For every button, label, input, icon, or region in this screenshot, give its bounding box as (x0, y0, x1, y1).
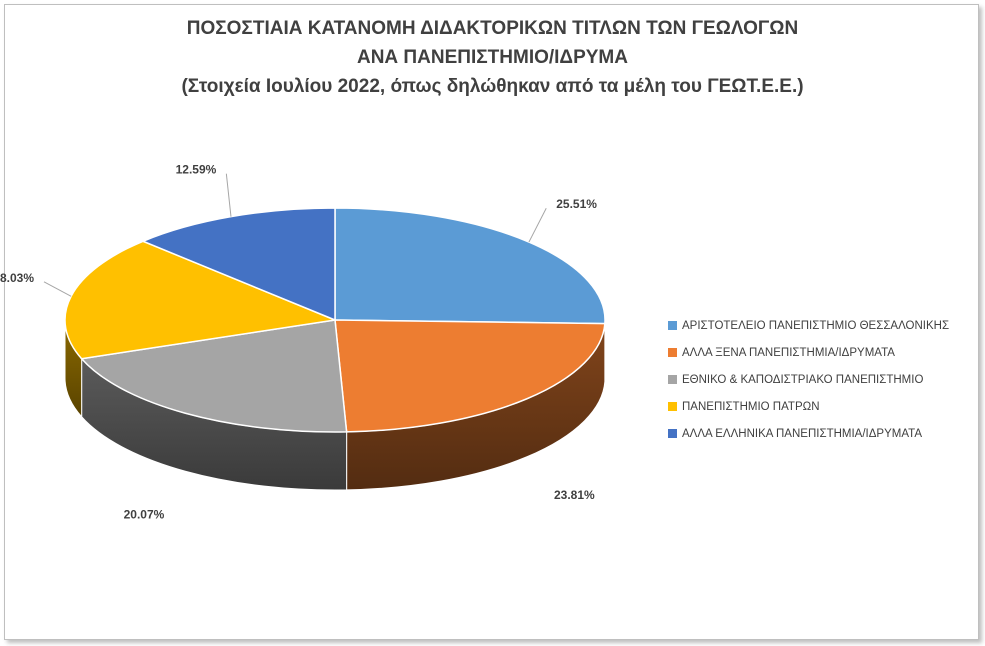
data-label-2: 20.07% (124, 508, 165, 522)
pie-slice-1 (334, 319, 606, 433)
legend-item-2: ΕΘΝΙΚΟ & ΚΑΠΟΔΙΣΤΡΙΑΚΟ ΠΑΝΕΠΙΣΤΗΜΙΟ (668, 366, 973, 393)
legend-label-2: ΕΘΝΙΚΟ & ΚΑΠΟΔΙΣΤΡΙΑΚΟ ΠΑΝΕΠΙΣΤΗΜΙΟ (682, 373, 924, 386)
legend-swatch-3 (668, 402, 677, 411)
legend-item-4: ΑΛΛΑ ΕΛΛΗΝΙΚΑ ΠΑΝΕΠΙΣΤΗΜΙΑ/ΙΔΡΥΜΑΤΑ (668, 420, 973, 447)
legend-label-1: ΑΛΛΑ ΞΕΝΑ ΠΑΝΕΠΙΣΤΗΜΙΑ/ΙΔΡΥΜΑΤΑ (682, 346, 895, 359)
title-line-1: ΠΟΣΟΣΤΙΑΙΑ ΚΑΤΑΝΟΜΗ ΔΙΔΑΚΤΟΡΙΚΩΝ ΤΙΤΛΩΝ … (186, 18, 799, 39)
pie-slice-2 (80, 319, 348, 433)
legend-label-0: ΑΡΙΣΤΟΤΕΛΕΙΟ ΠΑΝΕΠΙΣΤΗΜΙΟ ΘΕΣΣΑΛΟΝΙΚΗΣ (682, 319, 950, 332)
legend-swatch-1 (668, 348, 677, 357)
legend-item-3: ΠΑΝΕΠΙΣΤΗΜΙΟ ΠΑΤΡΩΝ (668, 393, 973, 420)
legend-label-4: ΑΛΛΑ ΕΛΛΗΝΙΚΑ ΠΑΝΕΠΙΣΤΗΜΙΑ/ΙΔΡΥΜΑΤΑ (682, 427, 922, 440)
legend-item-1: ΑΛΛΑ ΞΕΝΑ ΠΑΝΕΠΙΣΤΗΜΙΑ/ΙΔΡΥΜΑΤΑ (668, 339, 973, 366)
data-label-0: 25.51% (556, 197, 597, 211)
pie-slice-4 (141, 207, 336, 322)
legend-swatch-4 (668, 429, 677, 438)
legend-swatch-2 (668, 375, 677, 384)
leader-line-3 (43, 281, 72, 297)
leader-line-4 (225, 173, 232, 217)
legend-item-0: ΑΡΙΣΤΟΤΕΛΕΙΟ ΠΑΝΕΠΙΣΤΗΜΙΟ ΘΕΣΣΑΛΟΝΙΚΗΣ (668, 312, 973, 339)
title-line-2: ΑΝΑ ΠΑΝΕΠΙΣΤΗΜΙΟ/ΙΔΡΥΜΑ (356, 47, 628, 68)
chart-title: ΠΟΣΟΣΤΙΑΙΑ ΚΑΤΑΝΟΜΗ ΔΙΔΑΚΤΟΡΙΚΩΝ ΤΙΤΛΩΝ … (0, 14, 985, 101)
data-labels: 25.51% 23.81% 20.07% 18.03% 12.59% (0, 163, 597, 522)
legend-label-3: ΠΑΝΕΠΙΣΤΗΜΙΟ ΠΑΤΡΩΝ (682, 400, 820, 413)
legend: ΑΡΙΣΤΟΤΕΛΕΙΟ ΠΑΝΕΠΙΣΤΗΜΙΟ ΘΕΣΣΑΛΟΝΙΚΗΣ ΑΛ… (668, 312, 973, 447)
pie-slice-0 (334, 207, 606, 325)
pie-slice-3 (64, 240, 338, 360)
data-label-1: 23.81% (554, 488, 595, 502)
leader-line-0 (528, 208, 547, 243)
title-line-3: (Στοιχεία Ιουλίου 2022, όπως δηλώθηκαν α… (181, 76, 804, 97)
data-label-4: 12.59% (176, 163, 217, 177)
data-label-3: 18.03% (0, 271, 34, 285)
pie-tops (64, 207, 606, 433)
legend-swatch-0 (668, 321, 677, 330)
